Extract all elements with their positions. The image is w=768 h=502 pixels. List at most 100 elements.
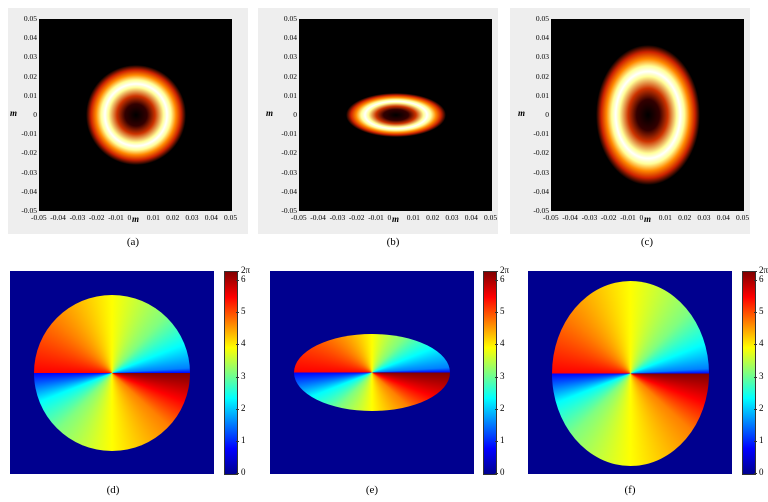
colorbar-tick-label: 2 xyxy=(500,402,505,413)
x-tick-label: -0.02 xyxy=(88,213,105,222)
y-axis-label-b: m xyxy=(266,108,274,118)
caption-f: (f) xyxy=(624,484,636,496)
colorbar-tick-label: 0 xyxy=(500,467,505,477)
y-tick-label: -0.05 xyxy=(281,206,297,215)
y-tick-label: -0.01 xyxy=(533,129,549,139)
x-axis-label-a: m xyxy=(132,214,140,224)
y-tick-label: -0.03 xyxy=(281,167,297,177)
x-tick-label: 0 xyxy=(127,213,132,222)
colorbar-tick-mark xyxy=(236,312,239,314)
colorbar-e xyxy=(483,271,497,475)
y-tick-label: 0 xyxy=(545,110,549,119)
colorbar-tick-label: 4 xyxy=(500,338,505,349)
ring-a xyxy=(85,65,186,165)
y-tick-label: -0.05 xyxy=(533,206,549,215)
intensity-map-c xyxy=(551,19,744,211)
x-tick-label: -0.03 xyxy=(329,213,346,222)
caption-e: (e) xyxy=(365,484,379,496)
x-tick-label: -0.01 xyxy=(108,213,124,222)
colorbar-tick-label: 2 xyxy=(759,402,764,413)
panel-b: m m xyxy=(258,8,498,234)
y-tick-label: -0.02 xyxy=(533,148,549,158)
colorbar-tick-label: 4 xyxy=(241,338,246,349)
colorbar-tick-label: 0 xyxy=(241,467,246,477)
colorbar-tick-mark xyxy=(495,312,498,314)
colorbar-tick-mark xyxy=(236,440,239,442)
colorbar-tick-label: 1 xyxy=(500,434,505,445)
x-tick-label: 0.05 xyxy=(736,213,750,222)
y-tick-label: -0.01 xyxy=(21,129,37,139)
ring-b xyxy=(345,93,446,137)
ring-c xyxy=(595,45,700,185)
x-tick-label: 0.04 xyxy=(464,213,478,222)
y-tick-label: -0.04 xyxy=(533,186,549,196)
colorbar-tick-mark xyxy=(754,312,757,314)
colorbar-tick-label: 6 xyxy=(500,274,505,285)
y-tick-label: -0.03 xyxy=(533,167,549,177)
vortex-e xyxy=(294,334,450,411)
x-tick-label: -0.04 xyxy=(50,213,66,222)
colorbar-tick-mark xyxy=(754,408,757,410)
caption-b: (b) xyxy=(386,236,400,248)
colorbar-tick-mark xyxy=(754,280,757,282)
colorbar-tick-mark xyxy=(495,280,498,282)
x-tick-label: -0.04 xyxy=(562,213,578,222)
colorbar-tick-label: 2 xyxy=(241,402,246,413)
colorbar-tick-mark xyxy=(495,376,498,378)
vortex-f xyxy=(552,281,709,466)
x-tick-label: 0 xyxy=(639,213,644,222)
x-tick-label: 0.01 xyxy=(658,213,672,222)
colorbar-tick-label: 2π xyxy=(759,265,768,275)
y-axis-label-a: m xyxy=(10,108,18,118)
vortex-d xyxy=(34,295,190,451)
colorbar-tick-label: 5 xyxy=(500,306,505,317)
x-tick-label: 0.02 xyxy=(166,213,180,222)
y-tick-label: 0.03 xyxy=(535,52,549,62)
x-tick-label: 0.02 xyxy=(678,213,692,222)
y-tick-label: 0.05 xyxy=(283,14,297,23)
x-tick-label: -0.05 xyxy=(291,213,307,222)
x-tick-label: -0.03 xyxy=(581,213,598,222)
colorbar-tick-mark xyxy=(236,376,239,378)
colorbar-tick-mark xyxy=(754,376,757,378)
y-tick-label: 0.02 xyxy=(535,71,549,81)
colorbar-tick-label: 3 xyxy=(759,370,764,381)
x-tick-label: 0.03 xyxy=(445,213,459,222)
x-tick-label: 0.01 xyxy=(146,213,160,222)
y-tick-label: 0.01 xyxy=(23,90,37,100)
colorbar-tick-label: 1 xyxy=(759,434,764,445)
x-tick-label: 0.02 xyxy=(426,213,440,222)
x-tick-label: 0 xyxy=(387,213,392,222)
colorbar-tick-label: 3 xyxy=(241,370,246,381)
x-tick-label: -0.01 xyxy=(368,213,384,222)
colorbar-tick-label: 4 xyxy=(759,338,764,349)
colorbar-tick-label: 2π xyxy=(241,265,251,275)
colorbar-tick-mark xyxy=(495,473,498,474)
colorbar-tick-label: 0 xyxy=(759,467,764,477)
y-tick-label: 0.05 xyxy=(535,14,549,23)
colorbar-d xyxy=(224,271,238,475)
colorbar-tick-label: 3 xyxy=(500,370,505,381)
x-tick-label: -0.05 xyxy=(31,213,47,222)
colorbar-tick-label: 1 xyxy=(241,434,246,445)
colorbar-tick-label: 6 xyxy=(759,274,764,285)
y-tick-label: -0.02 xyxy=(281,148,297,158)
y-tick-label: 0.03 xyxy=(283,52,297,62)
y-tick-label: -0.05 xyxy=(21,206,37,215)
colorbar-tick-mark xyxy=(495,440,498,442)
y-tick-label: -0.04 xyxy=(21,186,37,196)
y-tick-label: 0.01 xyxy=(535,90,549,100)
colorbar-tick-mark xyxy=(236,344,239,346)
y-axis-label-c: m xyxy=(518,108,526,118)
phase-map-f xyxy=(528,271,732,474)
caption-c: (c) xyxy=(640,236,654,248)
colorbar-tick-mark xyxy=(495,271,498,272)
colorbar-tick-mark xyxy=(754,440,757,442)
x-tick-label: -0.01 xyxy=(620,213,636,222)
panel-c: m m xyxy=(510,8,750,234)
x-tick-label: 0.05 xyxy=(224,213,238,222)
y-tick-label: 0 xyxy=(293,110,297,119)
colorbar-tick-label: 6 xyxy=(241,274,246,285)
x-tick-label: -0.05 xyxy=(543,213,559,222)
y-tick-label: 0.03 xyxy=(23,52,37,62)
